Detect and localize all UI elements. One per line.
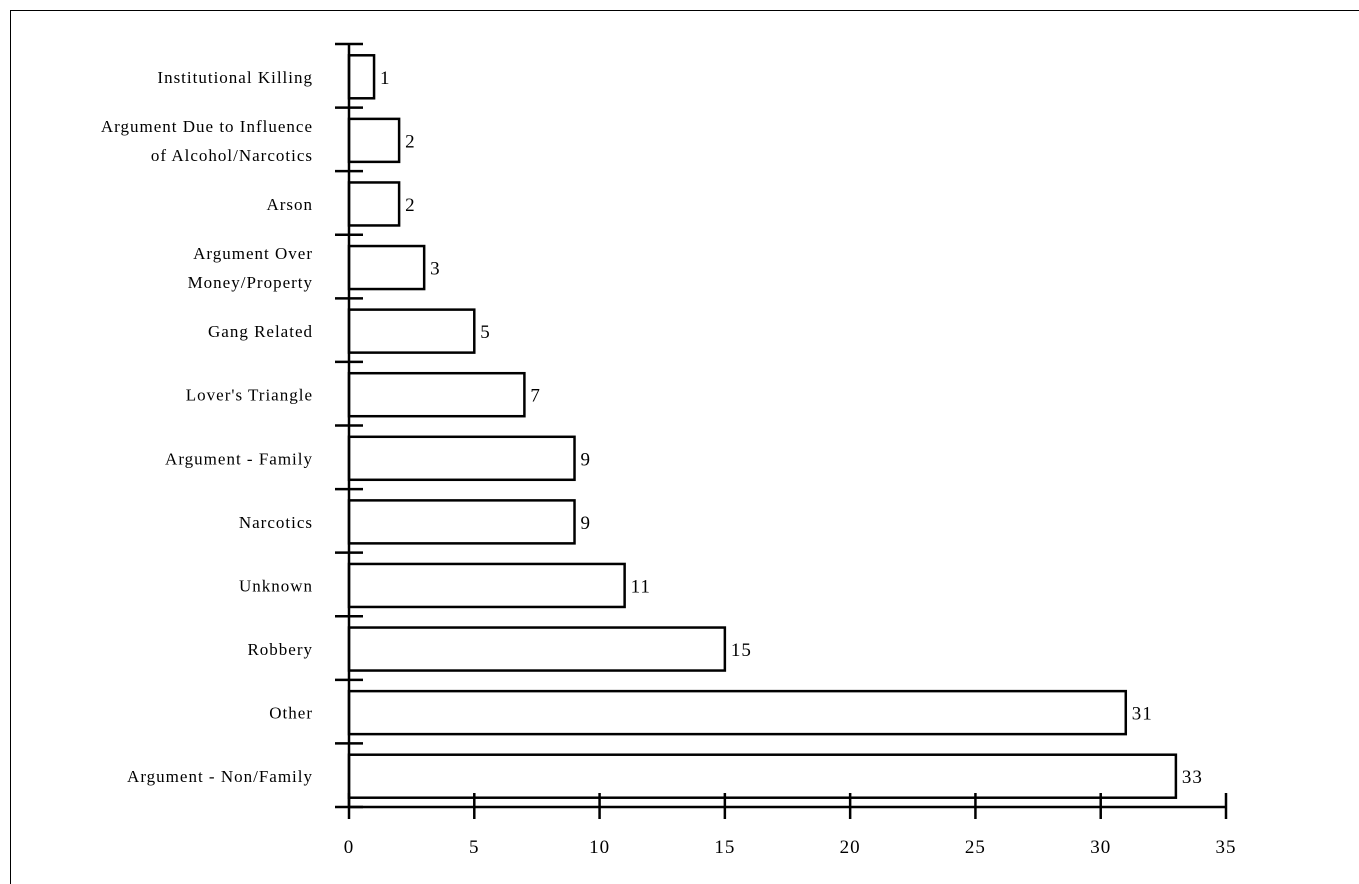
- x-tick-label-2: 10: [589, 837, 610, 858]
- x-tick-label-1: 5: [469, 837, 480, 858]
- bar-1: [347, 117, 401, 164]
- bars-group: [347, 54, 1178, 799]
- category-label-8: Unknown: [239, 576, 313, 595]
- category-label-7: Narcotics: [239, 513, 313, 532]
- category-label-5: Lover's Triangle: [186, 386, 313, 405]
- category-label-3-line-1: Money/Property: [188, 273, 313, 292]
- x-tick-label-7: 35: [1216, 837, 1237, 858]
- bar-5: [347, 371, 526, 418]
- value-label-11: 33: [1182, 767, 1203, 788]
- category-label-2: Arson: [266, 195, 313, 214]
- chart-frame: [10, 10, 1359, 884]
- bar-8: [347, 562, 626, 609]
- value-label-3: 3: [430, 259, 441, 280]
- labels-group: 1 Institutional Killing 2 Argument Due to I…: [101, 68, 1237, 858]
- bar-10: [347, 689, 1128, 736]
- value-label-10: 31: [1132, 704, 1153, 725]
- value-label-9: 15: [731, 640, 752, 661]
- x-tick-label-6: 30: [1090, 837, 1111, 858]
- category-label-4: Gang Related: [208, 322, 313, 341]
- x-tick-label-5: 25: [965, 837, 986, 858]
- value-label-8: 11: [631, 576, 651, 597]
- x-tick-label-0: 0: [344, 837, 355, 858]
- category-label-1-line-1: of Alcohol/Narcotics: [151, 146, 313, 165]
- value-label-4: 5: [480, 322, 491, 343]
- bar-3: [347, 244, 426, 291]
- value-label-2: 2: [405, 195, 416, 216]
- axes-group: [335, 42, 1228, 819]
- bar-4: [347, 308, 476, 354]
- category-label-9: Robbery: [247, 640, 313, 659]
- bar-7: [347, 499, 576, 545]
- bar-2: [347, 181, 401, 227]
- category-label-6: Argument - Family: [165, 449, 313, 468]
- x-tick-label-3: 15: [714, 837, 735, 858]
- bar-11: [347, 753, 1178, 799]
- bar-6: [347, 435, 576, 482]
- value-label-1: 2: [405, 131, 416, 152]
- x-tick-label-4: 20: [840, 837, 861, 858]
- value-label-5: 7: [530, 386, 541, 407]
- bar-9: [347, 626, 727, 672]
- category-label-10: Other: [269, 704, 313, 723]
- category-label-11: Argument - Non/Family: [127, 767, 313, 786]
- value-label-0: 1: [380, 68, 391, 89]
- value-label-6: 9: [581, 449, 592, 470]
- bar-0: [347, 54, 376, 100]
- category-label-3-line-0: Argument Over: [193, 244, 313, 263]
- value-label-7: 9: [581, 513, 592, 534]
- category-label-1-line-0: Argument Due to Influence: [101, 117, 313, 136]
- category-label-0: Institutional Killing: [157, 68, 313, 87]
